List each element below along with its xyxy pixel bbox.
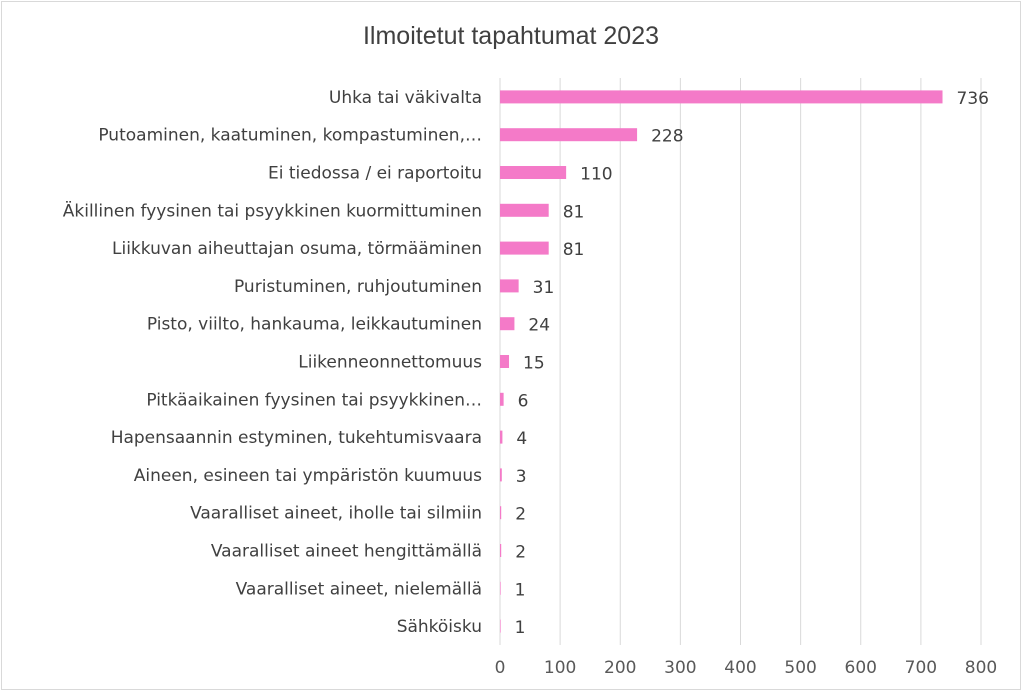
bar bbox=[500, 203, 549, 217]
data-label: 1 bbox=[515, 580, 526, 600]
category-label: Liikenneonnettomuus bbox=[298, 353, 482, 373]
category-label: Puristuminen, ruhjoutuminen bbox=[234, 277, 482, 297]
data-label: 81 bbox=[563, 240, 585, 260]
data-label: 4 bbox=[516, 429, 527, 449]
category-label: Vaaralliset aineet, nielemällä bbox=[236, 579, 482, 599]
data-label: 1 bbox=[515, 618, 526, 638]
chart-title: Ilmoitetut tapahtumat 2023 bbox=[362, 22, 660, 50]
bar bbox=[500, 241, 549, 255]
bar bbox=[500, 317, 515, 331]
x-tick-label: 500 bbox=[784, 658, 816, 678]
category-label: Ei tiedossa / ei raportoitu bbox=[268, 164, 482, 184]
x-tick-label: 300 bbox=[664, 658, 696, 678]
category-label: Uhka tai väkivalta bbox=[329, 88, 482, 108]
bar bbox=[500, 581, 501, 595]
data-label: 228 bbox=[651, 127, 683, 147]
data-label: 15 bbox=[523, 354, 545, 374]
x-tick-label: 0 bbox=[495, 658, 506, 678]
gridlines bbox=[499, 78, 982, 645]
bar bbox=[500, 544, 502, 557]
bar bbox=[500, 468, 502, 482]
x-tick-label: 200 bbox=[604, 658, 636, 678]
category-label: Liikkuvan aiheuttajan osuma, törmääminen bbox=[112, 239, 482, 259]
bars bbox=[500, 90, 943, 633]
data-label: 2 bbox=[515, 543, 526, 563]
data-labels: 736 228 110 81 81 31 24 15 6 4 3 2 2 1 1 bbox=[515, 89, 989, 638]
data-label: 736 bbox=[957, 89, 989, 109]
x-tick-label: 600 bbox=[845, 658, 877, 678]
data-label: 81 bbox=[563, 202, 585, 222]
bar bbox=[500, 279, 519, 293]
category-labels: Uhka tai väkivalta Putoaminen, kaatuminen… bbox=[63, 88, 482, 637]
bar bbox=[500, 128, 638, 142]
bar bbox=[500, 392, 504, 406]
bar bbox=[500, 90, 943, 104]
category-label: Aineen, esineen tai ympäristön kuumuus bbox=[134, 466, 482, 486]
category-label: Vaaralliset aineet, iholle tai silmiin bbox=[190, 504, 482, 524]
data-label: 110 bbox=[580, 165, 612, 185]
bar bbox=[500, 619, 501, 633]
bar bbox=[500, 430, 503, 444]
data-label: 6 bbox=[518, 391, 529, 411]
category-label: Vaaralliset aineet hengittämällä bbox=[211, 542, 482, 562]
data-label: 31 bbox=[533, 278, 555, 298]
x-tick-label: 100 bbox=[544, 658, 576, 678]
data-label: 2 bbox=[515, 505, 526, 525]
x-tick-label: 800 bbox=[965, 658, 997, 678]
data-label: 24 bbox=[528, 316, 550, 336]
x-tick-label: 400 bbox=[724, 658, 756, 678]
category-label: Putoaminen, kaatuminen, kompastuminen,… bbox=[98, 126, 482, 146]
bar bbox=[500, 506, 502, 520]
category-label: Sähköisku bbox=[397, 617, 482, 637]
x-axis-ticks: 0 100 200 300 400 500 600 700 800 bbox=[495, 658, 998, 678]
x-tick-label: 700 bbox=[905, 658, 937, 678]
bar bbox=[500, 355, 510, 368]
bar bbox=[500, 166, 567, 179]
category-label: Hapensaannin estyminen, tukehtumisvaara bbox=[111, 428, 482, 448]
category-label: Äkillinen fyysinen tai psyykkinen kuormi… bbox=[63, 200, 482, 221]
category-label: Pitkäaikainen fyysinen tai psyykkinen… bbox=[146, 390, 482, 410]
data-label: 3 bbox=[516, 467, 527, 487]
category-label: Pisto, viilto, hankauma, leikkautuminen bbox=[147, 315, 482, 335]
